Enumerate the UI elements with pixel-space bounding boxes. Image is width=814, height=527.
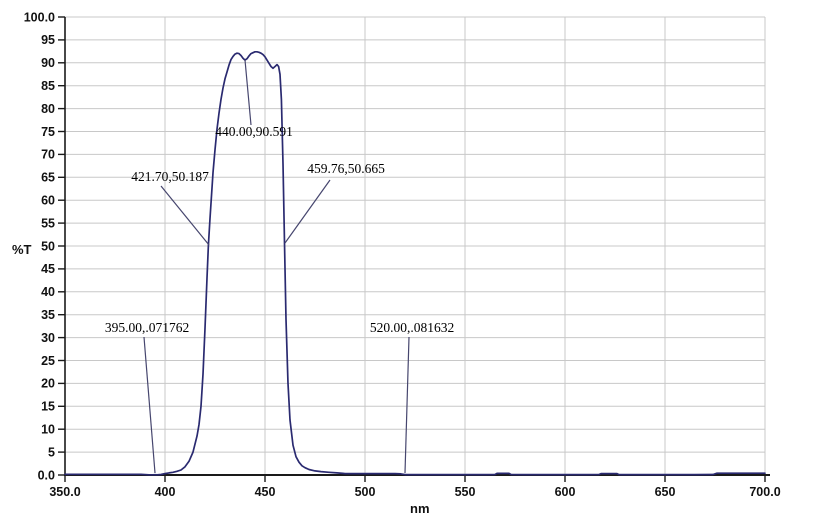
y-tick-label: 40 [41,285,55,299]
annotation-leader [160,185,210,246]
y-tick-label: 30 [41,331,55,345]
x-axis-label: nm [410,501,430,516]
annotation-label: 395.00,.071762 [105,320,189,335]
y-tick-label: 45 [41,262,55,276]
y-axis-label: %T [12,242,32,257]
y-tick-label: 60 [41,193,55,207]
annotation-leader [284,179,331,244]
y-tick-label: 90 [41,56,55,70]
annotation-label: 440.00,90.591 [215,124,293,139]
y-tick-label: 35 [41,308,55,322]
y-tick-label: 75 [41,125,55,139]
x-tick-label: 400 [155,485,176,499]
transmission-curve [64,50,766,476]
annotation-label: 459.76,50.665 [307,161,385,176]
y-tick-label: 50 [41,239,55,253]
x-tick-label: 500 [355,485,376,499]
annotation-leader [143,336,156,474]
annotation-label: 421.70,50.187 [131,169,209,184]
y-tick-label: 85 [41,79,55,93]
y-tick-label: 65 [41,171,55,185]
y-tick-label: 55 [41,216,55,230]
annotation-leader [404,336,410,474]
y-tick-label: 0.0 [38,468,55,482]
y-tick-label: 10 [41,422,55,436]
x-tick-label: 600 [555,485,576,499]
y-tick-label: 70 [41,148,55,162]
x-tick-label: 350.0 [49,485,80,499]
y-tick-label: 20 [41,377,55,391]
x-tick-label: 700.0 [749,485,780,499]
x-tick-label: 650 [655,485,676,499]
y-tick-label: 15 [41,400,55,414]
y-tick-label: 25 [41,354,55,368]
annotation-label: 520.00,.081632 [370,320,454,335]
y-tick-label: 5 [48,445,55,459]
y-tick-label: 80 [41,102,55,116]
annotation-leader [244,59,252,126]
y-tick-label: 100.0 [24,10,55,24]
x-tick-label: 550 [455,485,476,499]
y-tick-label: 95 [41,33,55,47]
x-tick-label: 450 [255,485,276,499]
